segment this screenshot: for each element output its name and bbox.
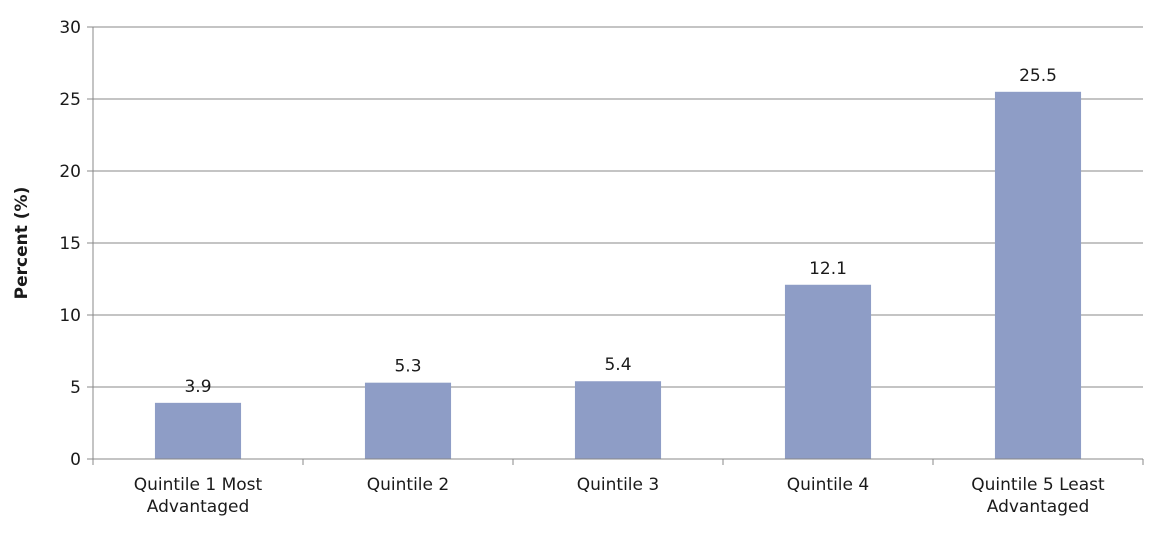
data-label: 5.3 xyxy=(394,357,421,377)
x-category-label: Quintile 3 xyxy=(577,475,659,495)
data-label: 3.9 xyxy=(184,377,211,397)
y-tick-label: 0 xyxy=(70,450,81,470)
x-category-label: Quintile 4 xyxy=(787,475,869,495)
data-label: 12.1 xyxy=(809,259,847,279)
x-category-label: Quintile 5 Least Advantaged xyxy=(971,475,1105,517)
y-tick-label: 25 xyxy=(59,90,81,110)
data-label: 25.5 xyxy=(1019,66,1057,86)
bar xyxy=(574,381,662,459)
y-tick-label: 30 xyxy=(59,18,81,38)
x-category-label: Quintile 1 Most Advantaged xyxy=(134,475,263,517)
gridlines xyxy=(93,26,1143,388)
x-category-label-line: Advantaged xyxy=(987,497,1090,517)
axes xyxy=(87,26,1144,465)
y-axis-title: Percent (%) xyxy=(12,187,32,300)
x-category-label: Quintile 2 xyxy=(367,475,449,495)
x-category-label-line: Quintile 3 xyxy=(577,475,659,495)
x-category-label-line: Quintile 1 Most xyxy=(134,475,263,495)
y-tick-label: 5 xyxy=(70,378,81,398)
bars xyxy=(154,91,1082,460)
x-category-label-line: Quintile 5 Least xyxy=(971,475,1105,495)
data-label: 5.4 xyxy=(604,355,631,375)
x-category-label-line: Advantaged xyxy=(147,497,250,517)
bar xyxy=(364,382,452,459)
y-tick-label: 15 xyxy=(59,234,81,254)
y-tick-label: 20 xyxy=(59,162,81,182)
bar xyxy=(994,91,1082,460)
x-category-label-line: Quintile 4 xyxy=(787,475,869,495)
bar xyxy=(154,402,242,459)
bar xyxy=(784,284,872,459)
x-category-label-line: Quintile 2 xyxy=(367,475,449,495)
y-tick-label: 10 xyxy=(59,306,81,326)
